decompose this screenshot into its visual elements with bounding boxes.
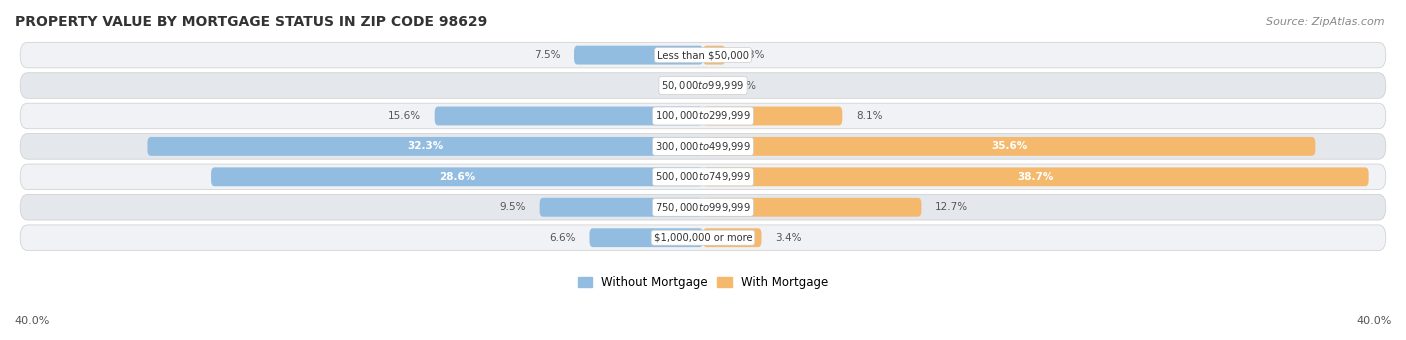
Text: 40.0%: 40.0% <box>14 317 49 326</box>
Text: 15.6%: 15.6% <box>388 111 420 121</box>
Text: 0.37%: 0.37% <box>723 81 756 90</box>
FancyBboxPatch shape <box>703 106 842 125</box>
Text: 0.0%: 0.0% <box>664 81 689 90</box>
Text: 9.5%: 9.5% <box>499 202 526 212</box>
Text: $750,000 to $999,999: $750,000 to $999,999 <box>655 201 751 214</box>
FancyBboxPatch shape <box>703 198 921 217</box>
Text: 40.0%: 40.0% <box>1357 317 1392 326</box>
Text: 7.5%: 7.5% <box>534 50 560 60</box>
FancyBboxPatch shape <box>211 167 703 186</box>
Text: PROPERTY VALUE BY MORTGAGE STATUS IN ZIP CODE 98629: PROPERTY VALUE BY MORTGAGE STATUS IN ZIP… <box>15 15 488 29</box>
FancyBboxPatch shape <box>20 42 1386 68</box>
Text: 1.3%: 1.3% <box>740 50 766 60</box>
Text: $50,000 to $99,999: $50,000 to $99,999 <box>661 79 745 92</box>
Text: 12.7%: 12.7% <box>935 202 969 212</box>
FancyBboxPatch shape <box>703 167 1368 186</box>
FancyBboxPatch shape <box>703 76 710 95</box>
FancyBboxPatch shape <box>20 164 1386 190</box>
Text: 3.4%: 3.4% <box>775 233 801 243</box>
FancyBboxPatch shape <box>20 225 1386 251</box>
FancyBboxPatch shape <box>703 46 725 65</box>
Text: $300,000 to $499,999: $300,000 to $499,999 <box>655 140 751 153</box>
FancyBboxPatch shape <box>703 228 762 247</box>
FancyBboxPatch shape <box>540 198 703 217</box>
Text: 35.6%: 35.6% <box>991 141 1028 151</box>
Text: $100,000 to $299,999: $100,000 to $299,999 <box>655 109 751 122</box>
FancyBboxPatch shape <box>20 73 1386 98</box>
FancyBboxPatch shape <box>148 137 703 156</box>
FancyBboxPatch shape <box>20 194 1386 220</box>
FancyBboxPatch shape <box>20 103 1386 129</box>
Text: $500,000 to $749,999: $500,000 to $749,999 <box>655 170 751 183</box>
Text: 6.6%: 6.6% <box>550 233 575 243</box>
FancyBboxPatch shape <box>703 137 1316 156</box>
Legend: Without Mortgage, With Mortgage: Without Mortgage, With Mortgage <box>574 271 832 294</box>
Text: 8.1%: 8.1% <box>856 111 883 121</box>
Text: 32.3%: 32.3% <box>408 141 443 151</box>
FancyBboxPatch shape <box>20 134 1386 159</box>
Text: 28.6%: 28.6% <box>439 172 475 182</box>
Text: 38.7%: 38.7% <box>1018 172 1054 182</box>
FancyBboxPatch shape <box>589 228 703 247</box>
Text: Less than $50,000: Less than $50,000 <box>657 50 749 60</box>
Text: Source: ZipAtlas.com: Source: ZipAtlas.com <box>1267 17 1385 27</box>
FancyBboxPatch shape <box>574 46 703 65</box>
Text: $1,000,000 or more: $1,000,000 or more <box>654 233 752 243</box>
FancyBboxPatch shape <box>434 106 703 125</box>
